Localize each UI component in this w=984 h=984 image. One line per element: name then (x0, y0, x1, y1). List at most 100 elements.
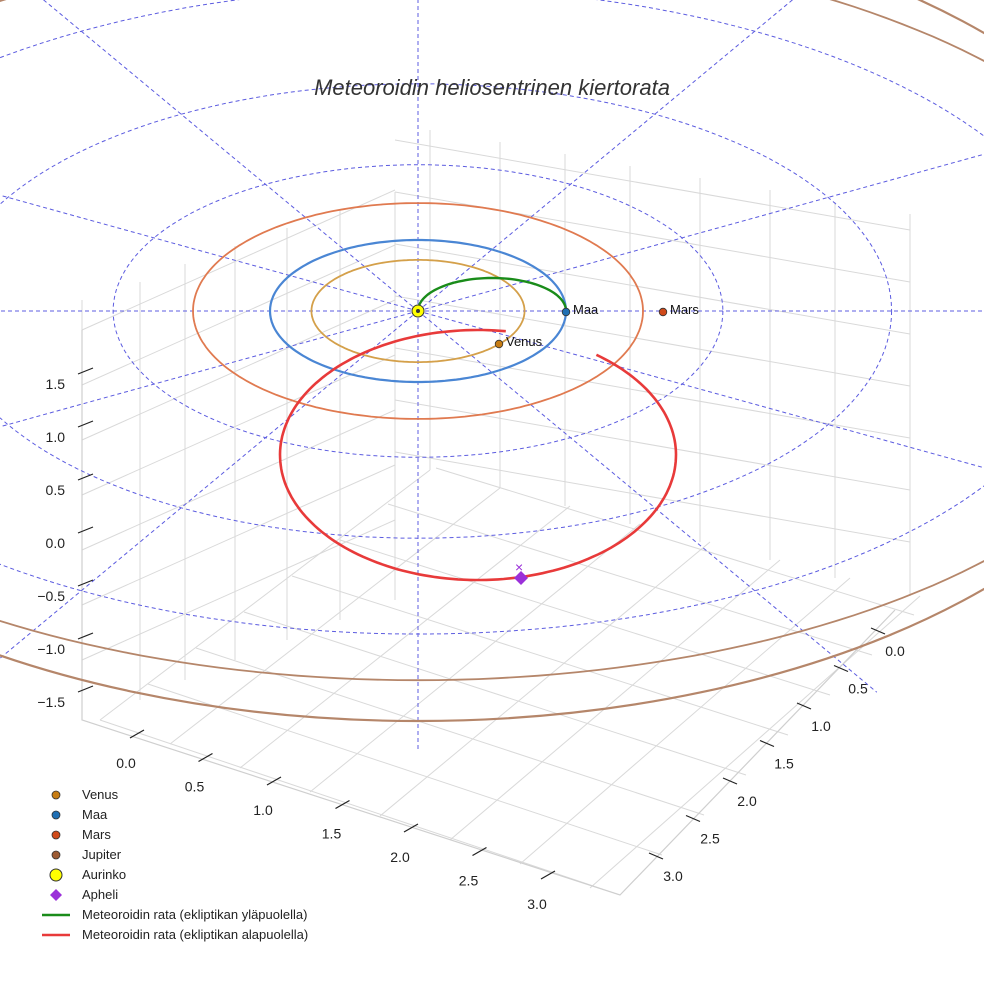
y-tick-label: 0.0 (885, 643, 905, 659)
box-grid-line (394, 399, 911, 491)
legend-symbol-diamond (50, 889, 62, 901)
box-grid-line (519, 577, 851, 865)
x-tick-mark (403, 823, 419, 833)
sun-core (416, 309, 420, 313)
markers: Venus Maa Mars × (411, 302, 699, 585)
box-grid-line (387, 503, 873, 656)
legend-label: Mars (82, 827, 111, 842)
y-tick-mark (648, 852, 664, 860)
box-grid-line (379, 541, 711, 817)
z-tick-label: 0.0 (46, 535, 66, 551)
box-grid-line (147, 683, 663, 856)
x-tick-label: 1.0 (253, 802, 273, 818)
chart-title: Meteoroidin heliosentrinen kiertorata (314, 75, 670, 100)
box-grid-line (239, 505, 571, 769)
ecliptic-grid (0, 0, 984, 752)
orbit-jupiter (0, 0, 984, 682)
legend-label: Meteoroidin rata (ekliptikan yläpuolella… (82, 907, 307, 922)
planet-label-mars: Mars (670, 302, 699, 317)
box-grid-line (81, 244, 396, 386)
planet-label-venus: Venus (506, 334, 543, 349)
orbit-mars (192, 202, 644, 420)
x-tick-label: 2.5 (459, 873, 479, 889)
orbit-jupiter-arc (0, 0, 984, 722)
box-grid-line (394, 347, 911, 439)
box-grid-line (81, 409, 396, 551)
legend-label: Apheli (82, 887, 118, 902)
box-grid-line (81, 299, 396, 441)
z-tick-mark (77, 526, 94, 534)
legend-label: Maa (82, 807, 108, 822)
box-grid-line (435, 467, 915, 616)
z-tick-label: −0.5 (37, 588, 65, 604)
box-grid-line (99, 469, 431, 721)
z-tick-label: 1.0 (46, 429, 66, 445)
ecliptic-spoke (0, 310, 419, 428)
x-tick-mark (129, 729, 145, 739)
box-grid-line (309, 523, 641, 793)
axis-box-grid (81, 130, 921, 896)
x-tick-mark (472, 846, 487, 857)
legend-symbol-dot (51, 850, 61, 860)
planet-orbits (0, 0, 984, 722)
axis-ticks: 1.5 1.0 0.5 0.0 −0.5 −1.0 −1.5 0.0 0.5 1.0 1.5 2.0 2… (37, 367, 905, 912)
x-tick-label: 3.0 (527, 896, 547, 912)
box-grid-line (99, 719, 621, 896)
ecliptic-spoke (417, 310, 878, 693)
legend-symbol-dot (51, 810, 61, 820)
box-grid-line (291, 575, 789, 736)
y-tick-label: 2.5 (700, 831, 720, 847)
ecliptic-spoke (0, 194, 419, 312)
z-tick-mark (77, 632, 94, 640)
box-grid-line (81, 519, 396, 661)
aphelion-cross: × (515, 559, 523, 575)
meteoroid-orbit-below (278, 328, 678, 582)
ecliptic-spoke (417, 0, 794, 312)
planet-marker-venus (494, 339, 504, 349)
box-grid-line (81, 354, 396, 496)
box-grid-line (169, 487, 501, 745)
y-tick-label: 1.5 (774, 756, 794, 772)
x-tick-label: 1.5 (322, 826, 342, 842)
box-grid-line (394, 451, 911, 543)
legend-symbol-dot (51, 790, 61, 800)
box-grid-line (243, 611, 747, 776)
box-grid-line (394, 295, 911, 387)
z-tick-mark (77, 367, 94, 375)
meteoroid-orbit (278, 276, 678, 582)
orbit-maa (268, 238, 568, 384)
planet-marker-mars (658, 307, 668, 317)
legend-label: Jupiter (82, 847, 122, 862)
z-tick-mark (77, 420, 94, 428)
legend-symbol-sun (49, 868, 63, 882)
box-grid-line (394, 243, 911, 335)
x-tick-mark (540, 870, 556, 880)
box-edge (81, 330, 896, 896)
legend-symbol-dot (51, 830, 61, 840)
y-tick-label: 3.0 (663, 868, 683, 884)
box-grid-line (449, 559, 781, 841)
aphelion-marker (514, 571, 528, 585)
y-tick-mark (796, 702, 812, 710)
box-grid-line (81, 464, 396, 606)
y-tick-mark (833, 664, 849, 673)
box-grid-line (589, 595, 921, 889)
box-grid-line (394, 139, 911, 231)
z-tick-label: 1.5 (46, 376, 66, 392)
z-tick-mark (77, 473, 94, 481)
ecliptic-ring (0, 83, 893, 539)
legend-label: Meteoroidin rata (ekliptikan alapuolella… (82, 927, 308, 942)
x-tick-mark (335, 799, 350, 810)
box-grid-line (81, 189, 396, 331)
x-tick-label: 2.0 (390, 849, 410, 865)
y-tick-mark (722, 777, 738, 785)
orbit-venus (310, 258, 526, 364)
planet-label-maa: Maa (573, 302, 599, 317)
x-tick-mark (198, 752, 213, 763)
z-tick-mark (77, 685, 94, 693)
x-tick-mark (266, 776, 282, 786)
y-tick-label: 1.0 (811, 718, 831, 734)
ecliptic-spoke (0, 310, 419, 659)
